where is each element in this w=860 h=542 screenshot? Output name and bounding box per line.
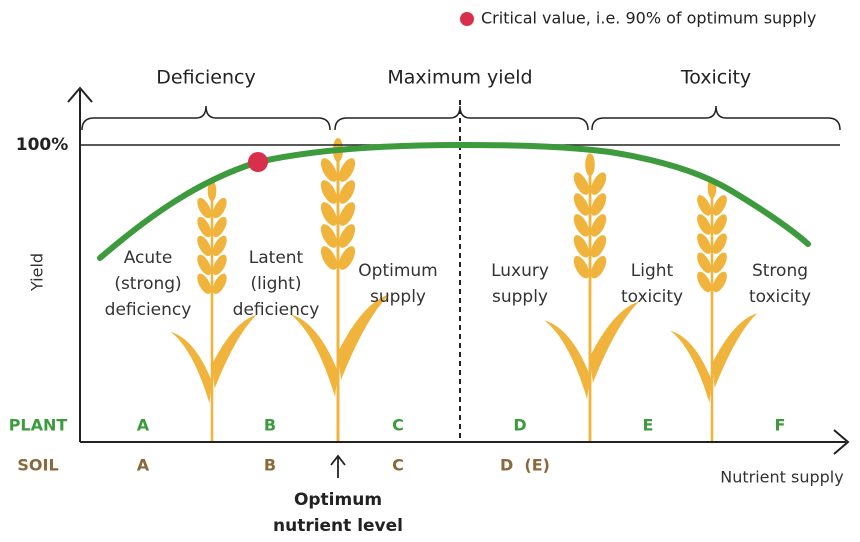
zone-label: Toxicity: [680, 67, 751, 89]
legend-label: Critical value, i.e. 90% of optimum supp…: [481, 9, 816, 28]
row-label: SOIL: [17, 456, 58, 475]
soil-class: B: [264, 456, 276, 475]
plant-class: C: [392, 416, 404, 435]
soil-class: D (E): [500, 456, 550, 475]
yield-curve: [97, 141, 811, 261]
plant-class: D: [513, 416, 526, 435]
braces: [81, 105, 841, 131]
plant-class: E: [643, 416, 654, 435]
optimum-arrow: [330, 454, 346, 478]
critical-point: [248, 152, 268, 172]
axes: [67, 86, 850, 455]
stage-label: Luxury supply: [491, 261, 549, 307]
plant-class: A: [137, 416, 150, 435]
zone-label: Maximum yield: [387, 67, 532, 89]
stage-label: Latent (light) deficiency: [233, 248, 320, 320]
plant-class: B: [264, 416, 276, 435]
wheat-plant: [668, 176, 759, 444]
y-max-label: 100%: [16, 135, 69, 155]
optimum-label: Optimum nutrient level: [273, 490, 403, 536]
x-axis-label: Nutrient supply: [720, 468, 843, 487]
soil-class: A: [137, 456, 150, 475]
zone-label: Deficiency: [156, 67, 255, 89]
legend-dot: [460, 12, 474, 26]
soil-class: C: [392, 456, 404, 475]
stage-label: Strong toxicity: [749, 261, 811, 307]
row-label: PLANT: [9, 416, 68, 435]
stage-label: Acute (strong) deficiency: [105, 248, 192, 320]
stage-label: Optimum supply: [358, 261, 437, 307]
y-axis-label: Yield: [28, 253, 47, 292]
stage-label: Light toxicity: [621, 261, 683, 307]
plant-class: F: [775, 416, 786, 435]
